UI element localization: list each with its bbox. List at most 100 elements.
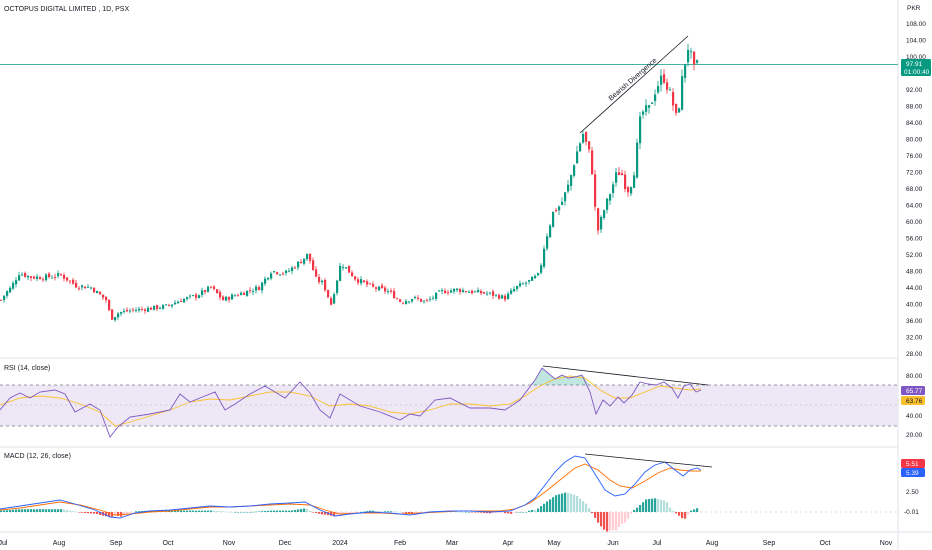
candle-body [381, 285, 384, 289]
macd-histogram-bar [141, 511, 144, 512]
candle-body [465, 291, 468, 293]
candle-body [90, 287, 93, 289]
price-tick-label: 108.00 [906, 21, 926, 28]
time-tick-label: Sep [110, 540, 123, 547]
candle-body [303, 258, 306, 264]
candle-body [297, 261, 300, 268]
candle-body [417, 297, 420, 299]
macd-histogram-bar [579, 498, 582, 512]
candle-body [207, 286, 210, 292]
macd-histogram-bar [555, 495, 558, 512]
price-tick-label: 28.00 [906, 351, 923, 358]
candle-body [621, 173, 624, 175]
macd-histogram-bar [618, 512, 621, 527]
signal-value-label: 5.39 [906, 470, 919, 477]
macd-histogram-bar [639, 504, 642, 512]
macd-histogram-bar [270, 510, 273, 512]
macd-histogram-bar [696, 508, 699, 512]
candle-body [408, 301, 411, 303]
macd-histogram-bar [471, 512, 474, 513]
candle-body [588, 141, 591, 150]
macd-histogram-bar [30, 509, 33, 512]
macd-histogram-bar [129, 512, 132, 514]
candle-body [654, 94, 657, 102]
candle-body [276, 272, 279, 275]
candle-body [108, 299, 111, 311]
candle-body [228, 297, 231, 300]
candle-body [657, 86, 660, 93]
candle-body [216, 289, 219, 294]
macd-histogram-bar [381, 511, 384, 512]
price-tick-label: 36.00 [906, 318, 923, 325]
candle-body [3, 295, 6, 300]
macd-divergence-line[interactable] [584, 453, 713, 468]
macd-histogram-bar [492, 512, 495, 514]
macd-histogram-bar [297, 509, 300, 512]
candles-layer [0, 43, 699, 322]
macd-histogram-bar [627, 512, 630, 519]
rsi-tick-label: 40.00 [906, 413, 923, 420]
macd-histogram-bar [285, 510, 288, 512]
candle-body [69, 280, 72, 282]
macd-histogram-bar [420, 512, 423, 513]
candle-body [516, 285, 519, 289]
candle-body [129, 310, 132, 312]
candle-body [231, 294, 234, 300]
candle-body [603, 210, 606, 218]
macd-histogram-bar [423, 512, 426, 513]
macd-histogram-bar [453, 511, 456, 513]
macd-histogram-bar [369, 510, 372, 512]
candle-body [435, 292, 438, 299]
candle-body [345, 267, 348, 269]
macd-histogram-bar [561, 493, 564, 512]
macd-histogram-bar [273, 510, 276, 512]
candle-body [447, 292, 450, 294]
macd-histogram-bar [225, 511, 228, 513]
candle-body [42, 279, 45, 281]
candle-body [237, 295, 240, 297]
candle-body [426, 299, 429, 301]
candle-body [543, 248, 546, 267]
candle-body [570, 175, 573, 186]
candle-body [633, 175, 636, 188]
macd-histogram-bar [132, 512, 135, 513]
macd-histogram-bar [507, 512, 510, 514]
candle-body [375, 287, 378, 289]
macd-histogram-bar [345, 512, 348, 514]
macd-histogram-bar [522, 512, 525, 513]
candle-body [582, 133, 585, 143]
macd-histogram-bar [282, 510, 285, 512]
candle-body [198, 295, 201, 299]
macd-histogram-bar [591, 512, 594, 514]
macd-histogram-bar [315, 512, 318, 513]
candle-body [135, 310, 138, 312]
candle-body [420, 298, 423, 302]
candle-body [648, 105, 651, 108]
candle-body [561, 201, 564, 205]
candle-body [189, 295, 192, 297]
candle-body [480, 291, 483, 294]
time-tick-label: Oct [820, 540, 831, 547]
macd-histogram-bar [174, 510, 177, 512]
candle-body [273, 271, 276, 273]
candle-body [174, 302, 177, 305]
macd-histogram-bar [324, 512, 327, 515]
candle-body [597, 208, 600, 231]
time-tick-label: Dec [279, 540, 292, 547]
candle-body [360, 279, 363, 284]
price-divergence-line[interactable] [579, 35, 689, 134]
time-tick-label: Nov [223, 540, 236, 547]
candle-body [186, 297, 189, 299]
macd-histogram-bar [549, 499, 552, 512]
macd-histogram-bar [237, 512, 240, 513]
macd-histogram-bar [603, 512, 606, 530]
rsi-divergence-line[interactable] [542, 365, 709, 386]
macd-histogram-bar [459, 511, 462, 513]
candle-body [324, 279, 327, 291]
macd-histogram-bar [204, 510, 207, 512]
time-tick-label: Aug [53, 540, 66, 547]
candle-body [141, 308, 144, 310]
countdown-label: 01:00:40 [904, 69, 930, 76]
macd-histogram-bar [687, 512, 690, 515]
